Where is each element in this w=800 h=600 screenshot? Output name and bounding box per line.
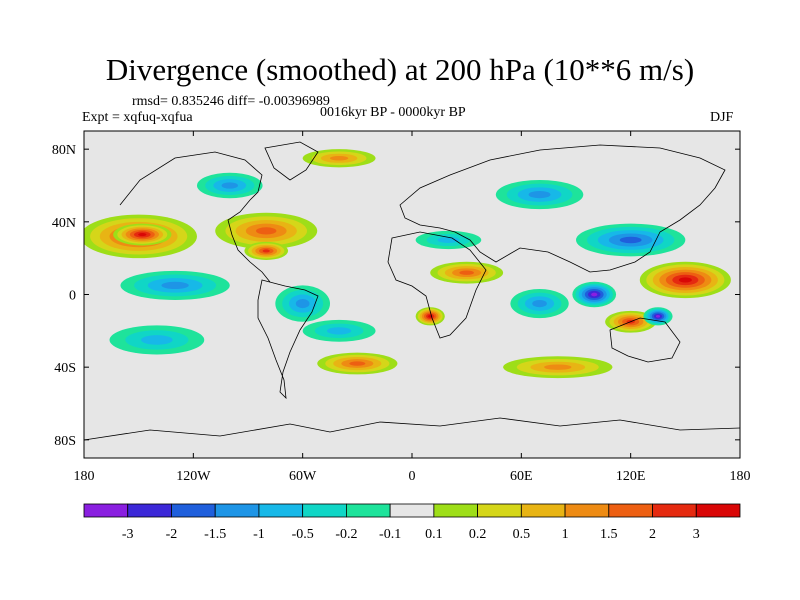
lon-tick-label: 120W [176,469,211,484]
antarctica-coast [84,417,740,441]
colorbar-swatch [608,503,653,518]
colorbar-swatch [127,503,172,518]
lon-tick-label: 120E [616,469,646,484]
lat-tick-label: 40S [54,361,76,376]
colorbar-label: -2 [166,527,178,542]
south-america-coast [257,279,319,400]
colorbar-label: 2 [649,527,656,542]
lon-tick-label: 180 [730,469,751,484]
field-south-atlantic-negative-level-3 [326,327,352,335]
field-north-atlantic-positive-level-5 [256,227,277,235]
colorbar-label: 1.5 [600,527,618,542]
colorbar-swatch [345,503,391,518]
field-mediterranean-negative-level-3 [437,236,460,244]
colorbar-label: -1 [253,527,265,542]
field-north-canada-negative-level-4 [221,182,238,189]
field-west-pacific-positive-level-7 [678,277,692,283]
colorbar-swatch [389,503,435,518]
map-axes: 80N 40N 0 40S 80S 180 120W 60W 0 60E 120E 180 [52,131,751,484]
lat-tick-label: 80S [54,434,76,449]
colorbar-swatch [214,503,260,518]
field-china-negative-level-5 [619,236,642,244]
field-south-pacific-negative-level-3 [141,335,173,345]
colorbar-label: -1.5 [204,527,226,542]
season-label: DJF [710,110,734,125]
colorbar-label: -3 [122,527,134,542]
field-southern-atlantic-positive-level-5 [349,361,366,366]
lon-tick-label: 60E [510,469,533,484]
colorbar-swatch [477,503,522,518]
period-line: 0016kyr BP - 0000kyr BP [320,105,466,120]
plot-title: Divergence (smoothed) at 200 hPa (10**6 … [105,52,695,87]
colorbar-swatch [83,503,129,518]
colorbar-swatch [302,503,347,518]
colorbar-label: 3 [693,527,700,542]
colorbar-swatch [564,503,610,518]
colorbar-label: -0.2 [335,527,357,542]
field-sahara-positive-level-5 [459,270,474,275]
colorbar-label: 0.2 [469,527,487,542]
field-southern-ocean-positive-level-4 [544,364,572,370]
field-arctic-positive-level-4 [330,155,349,161]
colorbar-swatch [652,503,697,518]
colorbar-label: 0.1 [425,527,443,542]
africa-coast [387,231,487,339]
australia-coast [609,317,681,363]
field-indian-ocean-negative-level-4 [532,299,547,308]
stats-line: rmsd= 0.835246 diff= -0.00396989 [132,94,330,109]
field-tropical-pacific-negative-level-4 [161,281,189,290]
lat-tick-label: 80N [52,143,76,158]
colorbar: -3 -2 -1.5 -1 -0.5 -0.2 -0.1 0.1 0.2 0.5 1 1.5 2 3 [83,503,741,542]
colorbar-swatch [433,503,479,518]
lon-tick-label: 180 [74,469,95,484]
field-australia-negative-level-7 [655,315,661,318]
expt-line: Expt = xqfuq-xqfua [82,110,193,125]
lat-tick-label: 0 [69,289,76,304]
field-maritime-negative-level-7 [591,292,598,297]
colorbar-swatch [258,503,304,518]
greenland-coast [264,141,319,181]
lon-tick-label: 0 [409,469,416,484]
colorbar-swatch [695,503,741,518]
colorbar-swatch [520,503,566,518]
coastlines [84,141,740,441]
lon-tick-label: 60W [289,469,317,484]
field-siberia-negative-level-4 [528,190,551,199]
field-amazon-negative-level-4 [295,299,310,309]
colorbar-label: -0.1 [379,527,401,542]
lat-tick-label: 40N [52,216,76,231]
field-north-pacific-core-level-7 [138,232,147,237]
colorbar-label: -0.5 [292,527,314,542]
north-america-coast [119,151,271,283]
eurasia-coast [399,144,726,273]
field-gulf-positive-level-6 [262,249,270,253]
colorbar-label: 0.5 [513,527,531,542]
colorbar-label: 1 [562,527,569,542]
colorbar-swatch [171,503,216,518]
